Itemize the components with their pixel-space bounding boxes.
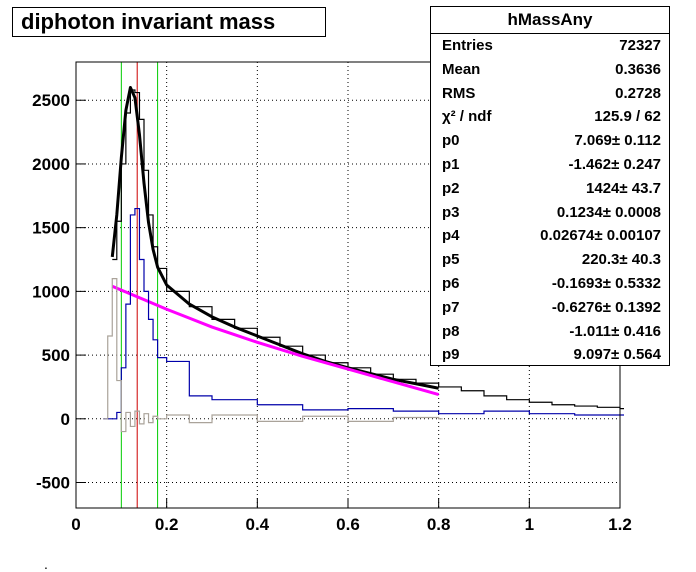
signal-histogram: [103, 207, 624, 420]
stats-row: p8 -1.011± 0.416: [431, 320, 669, 344]
stats-value: 1424± 43.7: [586, 179, 661, 197]
stats-value: 0.02674± 0.00107: [540, 227, 661, 245]
footer-mark: .: [44, 556, 48, 572]
stats-row: p4 0.02674± 0.00107: [431, 224, 669, 248]
data-histogram: [112, 89, 624, 410]
tick-labels: 0 0.2 0.4 0.6 0.8 1 1.2 -500 0 500 1000 1500 2000 250…: [32, 91, 632, 534]
stats-row: p1 -1.462± 0.247: [431, 153, 669, 177]
stats-rows: Entries 72327 Mean 0.3636 RMS 0.2728 χ² / ndf 1…: [431, 34, 669, 367]
stats-value: 7.069± 0.112: [574, 132, 661, 150]
stats-label: p6: [442, 274, 460, 292]
stats-label: p8: [442, 322, 460, 340]
stats-value: -1.011± 0.416: [569, 322, 661, 340]
x-tick-label: 0.2: [155, 515, 179, 534]
x-tick-label: 0.4: [246, 515, 270, 534]
stats-label: Mean: [442, 60, 481, 78]
residual-histogram: [103, 278, 443, 433]
stats-label: p7: [442, 298, 460, 316]
stats-value: -1.462± 0.247: [568, 155, 661, 173]
stats-row: p0 7.069± 0.112: [431, 129, 669, 153]
stats-value: 125.9 / 62: [594, 108, 661, 126]
stats-label: p5: [442, 251, 460, 269]
y-tick-label: 0: [61, 410, 70, 429]
x-tick-label: 1: [525, 515, 534, 534]
y-tick-label: 2500: [32, 91, 70, 110]
stats-label: χ² / ndf: [442, 108, 492, 126]
stats-value: 72327: [619, 37, 661, 54]
stats-label: p2: [442, 179, 460, 197]
stats-label: p0: [442, 132, 460, 150]
stats-row: p9 9.097± 0.564: [431, 343, 669, 367]
stats-label: p1: [442, 155, 460, 173]
background-fit: [111, 284, 440, 397]
y-tick-label: 1000: [32, 282, 70, 301]
stats-value: 0.1234± 0.0008: [556, 203, 661, 221]
x-tick-label: 0.8: [427, 515, 451, 534]
stats-label: Entries: [442, 37, 493, 54]
y-tick-label: 500: [42, 346, 70, 365]
stats-value: 0.3636: [615, 60, 661, 78]
stats-row: p6 -0.1693± 0.5332: [431, 272, 669, 296]
y-tick-label: 1500: [32, 219, 70, 238]
y-tick-label: -500: [36, 474, 70, 493]
stats-label: p3: [442, 203, 460, 221]
stats-value: -0.1693± 0.5332: [551, 274, 661, 292]
x-tick-label: 0.6: [336, 515, 360, 534]
stats-row: Mean 0.3636: [431, 58, 669, 82]
stats-row: p5 220.3± 40.3: [431, 248, 669, 272]
stats-row: p2 1424± 43.7: [431, 177, 669, 201]
marker-lines: [120, 62, 159, 508]
x-tick-label: 1.2: [608, 515, 632, 534]
stats-row: p7 -0.6276± 0.1392: [431, 296, 669, 320]
stats-box: hMassAny Entries 72327 Mean 0.3636 RMS 0.2728…: [430, 6, 670, 366]
stats-value: 220.3± 40.3: [581, 251, 661, 269]
data-series: [103, 85, 624, 433]
total-fit: [110, 85, 439, 390]
y-tick-label: 2000: [32, 155, 70, 174]
stats-label: RMS: [442, 84, 476, 102]
stats-row: RMS 0.2728: [431, 82, 669, 106]
chart-title: diphoton invariant mass: [12, 7, 326, 37]
stats-label: p9: [442, 346, 460, 364]
stats-row: Entries 72327: [431, 34, 669, 58]
stats-row: p3 0.1234± 0.0008: [431, 201, 669, 225]
stats-value: -0.6276± 0.1392: [551, 298, 661, 316]
stats-title: hMassAny: [431, 7, 669, 34]
stats-value: 9.097± 0.564: [573, 346, 661, 364]
x-tick-label: 0: [71, 515, 80, 534]
stats-value: 0.2728: [615, 84, 661, 102]
stats-label: p4: [442, 227, 460, 245]
stats-row: χ² / ndf 125.9 / 62: [431, 105, 669, 129]
